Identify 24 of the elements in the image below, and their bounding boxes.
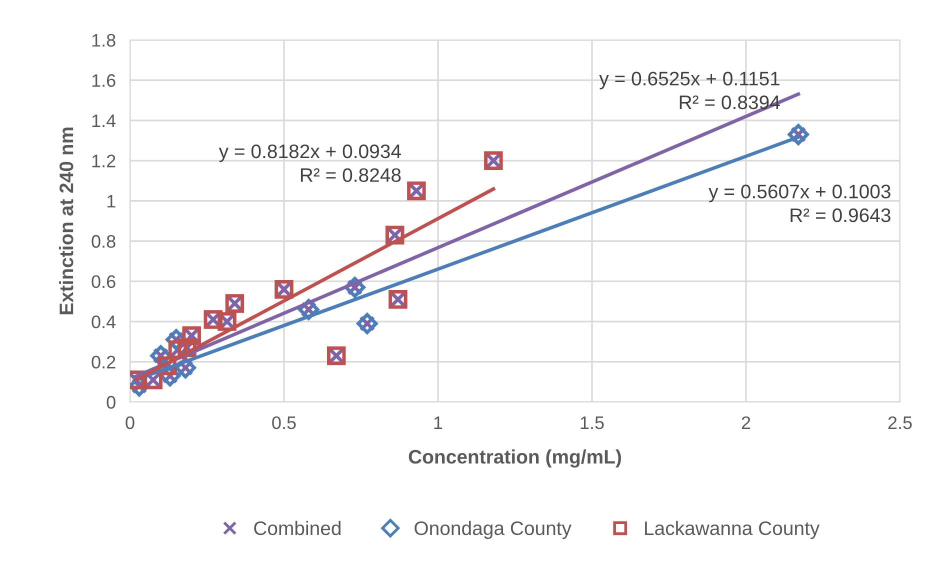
x-tick-label: 1.5	[580, 416, 604, 430]
legend-label: Lackawanna County	[645, 520, 820, 539]
annotation: y = 0.6525x + 0.1151 R² = 0.8394	[599, 72, 780, 110]
y-tick-label: 0	[106, 396, 116, 409]
x-tick-label: 1	[434, 416, 442, 429]
x-tick-label: 2.5	[888, 416, 912, 430]
y-tick-label: 1.6	[92, 74, 116, 87]
y-tick-label: 1.2	[92, 154, 116, 168]
y-tick-label: 0.6	[92, 275, 116, 288]
x-axis-title: Concentration (mg/mL)	[408, 449, 621, 468]
y-tick-label: 1	[107, 195, 116, 208]
y-tick-label: 0.4	[92, 315, 116, 328]
x-tick-label: 2	[742, 416, 750, 429]
legend-label: Combined	[254, 520, 341, 536]
y-tick-label: 0.8	[92, 235, 116, 248]
x-tick-label: 0.5	[272, 416, 296, 430]
y-axis-title: Extinction at 240 nm	[59, 128, 74, 314]
y-tick-label: 1.4	[92, 114, 116, 127]
y-tick-label: 1.8	[92, 34, 116, 47]
y-tick-label: 0.2	[92, 356, 116, 368]
annotation: y = 0.5607x + 0.1003 R² = 0.9643	[708, 184, 890, 222]
x-tick-label: 0	[126, 416, 134, 430]
legend-label: Onondaga County	[414, 520, 572, 539]
annotation: y = 0.8182x + 0.0934 R² = 0.8248	[218, 144, 401, 182]
